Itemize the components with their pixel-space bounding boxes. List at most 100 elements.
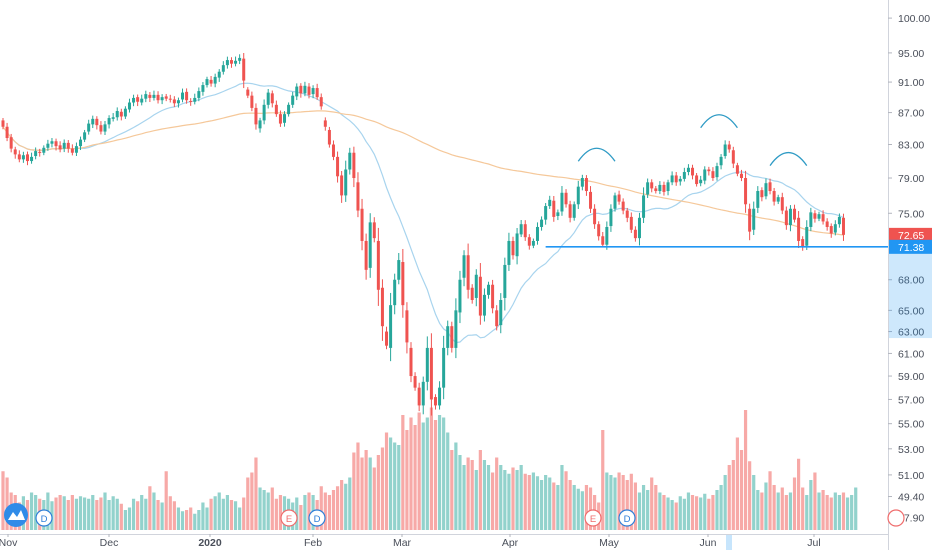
volume-bar — [189, 507, 193, 530]
candle-body — [34, 151, 38, 157]
price-tick-label: 91.00 — [898, 77, 924, 89]
volume-bar — [711, 495, 715, 530]
candle-body — [654, 188, 658, 192]
candle-body — [336, 156, 340, 177]
candle-body — [597, 224, 601, 237]
volume-bar — [62, 496, 66, 530]
candle-body — [331, 144, 335, 157]
candle-body — [646, 182, 650, 195]
candle-body — [83, 132, 87, 140]
candle-body — [768, 182, 772, 192]
volume-bar — [666, 497, 670, 530]
candle-body — [564, 192, 568, 205]
pattern-arc — [769, 151, 808, 166]
candle-body — [609, 208, 613, 227]
price-tick-label: 65.00 — [898, 305, 924, 317]
candle-body — [503, 264, 507, 298]
candle-body — [715, 166, 719, 178]
candle-body — [201, 85, 205, 92]
volume-bar — [352, 452, 356, 530]
support-price-tag — [889, 239, 932, 254]
price-tick-label: 63.00 — [898, 327, 924, 339]
candle-body — [266, 92, 270, 105]
candle-body — [25, 154, 29, 162]
candle-body — [515, 233, 519, 257]
candle-body — [450, 326, 454, 348]
volume-bar — [633, 482, 637, 530]
volume-bar — [221, 498, 225, 530]
volume-bar — [805, 495, 809, 530]
candle-body — [327, 129, 331, 145]
volume-bar — [185, 510, 189, 530]
candle-body — [376, 240, 380, 290]
candle-body — [805, 226, 809, 246]
volume-bar — [323, 492, 327, 530]
time-tick-label: Nov — [0, 537, 18, 549]
event-marker-label: D — [314, 514, 321, 525]
candle-body — [613, 195, 617, 209]
candle-body — [193, 97, 197, 102]
candle-body — [156, 94, 160, 101]
volume-bar — [421, 422, 425, 530]
volume-bar — [670, 500, 674, 530]
candle-body — [760, 190, 764, 198]
candle-body — [229, 60, 233, 64]
volume-bar — [792, 477, 797, 530]
candle-body — [584, 178, 588, 192]
candle-body — [686, 167, 690, 173]
volume-bar — [470, 460, 474, 530]
candle-body — [552, 200, 556, 217]
candle-body — [91, 118, 95, 125]
candle-body — [540, 219, 544, 227]
price-tick-label: 55.00 — [898, 419, 924, 431]
event-marker-icon — [618, 509, 636, 527]
candle-body — [405, 310, 409, 343]
candle-body — [519, 224, 523, 235]
candle-body — [262, 104, 266, 121]
time-tick-label: Apr — [502, 537, 519, 549]
volume-bar — [152, 492, 156, 530]
volume-bar — [454, 442, 458, 530]
volume-bar — [413, 425, 417, 530]
volume-bar — [629, 473, 633, 530]
volume-bar — [515, 470, 519, 530]
candle-body — [797, 217, 801, 241]
event-marker-label: D — [41, 514, 48, 525]
event-marker-label: E — [286, 514, 292, 525]
volume-bar — [503, 470, 507, 530]
candle-body — [621, 201, 625, 211]
volume-bar — [462, 465, 466, 530]
candle-body — [234, 60, 238, 64]
candle-body — [544, 206, 548, 220]
volume-bar — [568, 480, 572, 530]
volume-bar — [225, 495, 229, 530]
candle-body — [291, 95, 295, 105]
candle-body — [589, 191, 593, 209]
candle-body — [111, 117, 115, 119]
volume-bar — [650, 477, 654, 530]
volume-bar — [531, 472, 535, 530]
volume-bar — [278, 495, 283, 530]
volume-bar — [780, 487, 784, 530]
volume-bar — [364, 450, 368, 530]
candle-body — [633, 229, 637, 239]
volume-bar — [380, 447, 385, 530]
volume-bar — [131, 498, 136, 530]
candle-body — [270, 93, 274, 104]
volume-bar — [491, 472, 495, 530]
volume-bar — [743, 410, 748, 530]
candle-body — [837, 216, 841, 225]
candle-body — [682, 172, 686, 179]
candle-body — [364, 240, 368, 270]
volume-bar — [756, 490, 760, 530]
candle-body — [58, 145, 62, 150]
candle-body — [487, 284, 491, 295]
candle-body — [9, 137, 13, 149]
candle-body — [132, 97, 136, 103]
candle-body — [74, 146, 78, 153]
volume-bar — [466, 457, 470, 530]
tradingview-logo-icon — [4, 503, 28, 527]
volume-bar — [482, 460, 487, 530]
candle-body — [213, 76, 217, 84]
